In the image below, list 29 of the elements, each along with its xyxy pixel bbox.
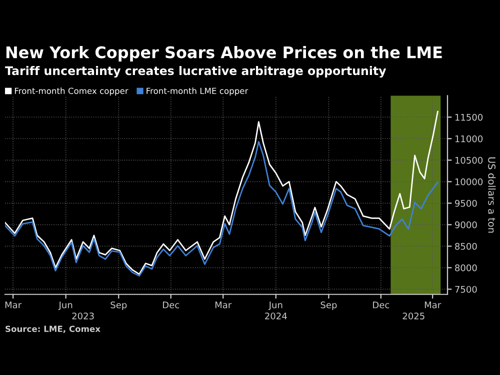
y-tick-label: 9500 — [455, 200, 477, 207]
x-tick-label: Mar — [424, 302, 442, 308]
x-tick-label: Jun — [268, 302, 282, 310]
line-series — [5, 140, 438, 277]
x-tick-label: Mar — [5, 302, 22, 308]
x-tick-label: Dec — [373, 302, 390, 308]
y-axis-title: US dollars a ton — [488, 157, 496, 233]
x-tick-label: Sep — [320, 301, 337, 310]
legend-label: Front-month Comex copper — [14, 88, 128, 96]
chart-subtitle: Tariff uncertainty creates lucrative arbitrage opportunity — [5, 66, 386, 78]
x-tick-label: Mar — [215, 302, 232, 308]
legend-label: Front-month LME copper — [146, 88, 248, 96]
x2-tick-label: 2023 — [72, 312, 94, 320]
line-series — [5, 110, 438, 275]
y-tick-label: 9000 — [455, 221, 477, 228]
y-tick-label: 11000 — [455, 135, 483, 142]
chart-title: New York Copper Soars Above Prices on the LME — [6, 46, 442, 62]
y-tick-label: 11500 — [455, 114, 483, 121]
x2-tick-label: 2025 — [402, 312, 424, 320]
y-tick-label: 10500 — [455, 156, 483, 164]
y-tick-label: 7500 — [455, 286, 477, 293]
y-tick-label: 8500 — [455, 242, 477, 250]
source-note: Source: LME, Comex — [6, 326, 100, 334]
x-tick-label: Sep — [110, 301, 127, 310]
x2-tick-label: 2024 — [265, 312, 287, 320]
y-tick-label: 10000 — [455, 178, 483, 186]
x-tick-label: Dec — [163, 302, 180, 308]
y-tick-label: 8000 — [455, 264, 477, 272]
x-tick-label: Jun — [58, 302, 72, 310]
